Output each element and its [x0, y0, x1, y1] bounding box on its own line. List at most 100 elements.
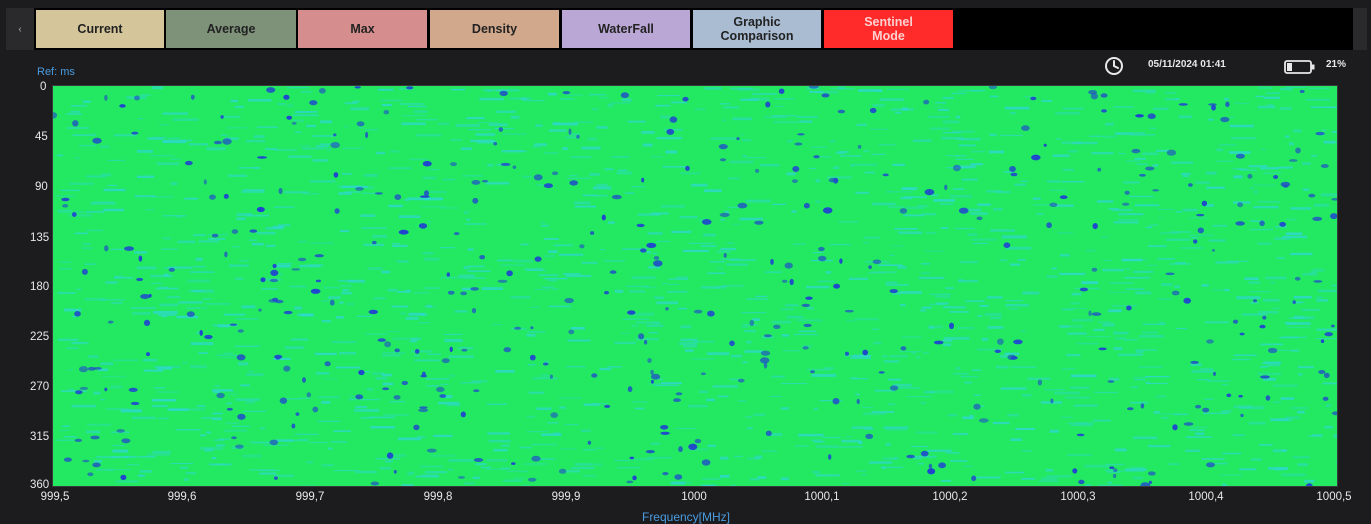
waterfall-texture-streak: [487, 89, 491, 92]
tab-density[interactable]: Density: [430, 10, 559, 48]
waterfall-speckle: [473, 389, 479, 392]
waterfall-texture-streak: [455, 310, 467, 313]
waterfall-texture-streak: [720, 103, 730, 105]
tab-current[interactable]: Current: [36, 10, 164, 48]
waterfall-texture-streak: [830, 244, 851, 245]
waterfall-texture-streak: [879, 144, 896, 146]
waterfall-texture-streak: [1294, 296, 1312, 298]
waterfall-texture-streak: [1109, 208, 1120, 210]
waterfall-texture-streak: [152, 405, 168, 407]
waterfall-texture-streak: [740, 135, 745, 136]
waterfall-texture-streak: [1216, 261, 1239, 263]
waterfall-texture-streak: [954, 373, 969, 375]
waterfall-texture-streak: [629, 290, 645, 292]
waterfall-speckle: [292, 268, 301, 270]
waterfall-texture-streak: [1258, 311, 1278, 313]
waterfall-speckle: [550, 412, 558, 418]
waterfall-speckle: [1098, 348, 1106, 351]
waterfall-texture-streak: [649, 332, 658, 333]
waterfall-texture-streak: [595, 447, 604, 449]
waterfall-texture-streak: [527, 331, 545, 332]
waterfall-speckle: [973, 404, 980, 410]
waterfall-texture-streak: [328, 448, 333, 450]
waterfall-speckle: [427, 449, 437, 453]
waterfall-speckle: [870, 108, 877, 113]
tab-average[interactable]: Average: [166, 10, 296, 48]
waterfall-texture-streak: [322, 464, 334, 466]
waterfall-speckle: [461, 349, 467, 352]
waterfall-speckle: [479, 255, 485, 259]
waterfall-texture-streak: [83, 100, 91, 103]
waterfall-texture-streak: [144, 370, 163, 372]
waterfall-texture-streak: [1293, 130, 1301, 133]
waterfall-texture-streak: [1130, 196, 1154, 197]
waterfall-texture-streak: [287, 87, 309, 88]
waterfall-texture-streak: [581, 430, 591, 432]
waterfall-texture-streak: [1147, 265, 1157, 266]
waterfall-texture-streak: [242, 190, 265, 193]
waterfall-texture-streak: [897, 266, 906, 269]
waterfall-speckle: [1195, 405, 1201, 409]
waterfall-speckle: [559, 469, 566, 474]
chevron-left-icon[interactable]: ‹: [6, 8, 34, 50]
waterfall-texture-streak: [1142, 331, 1158, 333]
waterfall-speckle: [1101, 93, 1108, 97]
waterfall-texture-streak: [1186, 436, 1212, 438]
waterfall-texture-streak: [921, 272, 930, 273]
waterfall-texture-streak: [692, 358, 715, 360]
waterfall-texture-streak: [520, 447, 532, 449]
waterfall-texture-streak: [511, 296, 531, 298]
waterfall-speckle: [883, 174, 889, 177]
waterfall-texture-streak: [1222, 384, 1228, 385]
waterfall-plot[interactable]: [52, 85, 1338, 487]
waterfall-texture-streak: [775, 106, 784, 107]
waterfall-texture-streak: [972, 239, 997, 241]
waterfall-texture-streak: [781, 407, 789, 410]
waterfall-texture-streak: [865, 172, 875, 174]
waterfall-texture-streak: [249, 370, 254, 372]
waterfall-texture-streak: [375, 458, 400, 460]
waterfall-speckle: [604, 291, 609, 294]
waterfall-texture-streak: [827, 176, 852, 178]
waterfall-texture-streak: [752, 318, 760, 321]
waterfall-speckle: [355, 394, 363, 399]
waterfall-speckle: [120, 475, 126, 480]
waterfall-texture-streak: [402, 115, 426, 116]
waterfall-speckle: [270, 440, 279, 446]
waterfall-texture-streak: [471, 380, 488, 382]
waterfall-texture-streak: [1071, 302, 1080, 304]
waterfall-speckle: [493, 142, 497, 145]
waterfall-texture-streak: [868, 272, 886, 273]
waterfall-texture-streak: [701, 286, 726, 289]
waterfall-speckle: [797, 133, 805, 135]
tab-sentinel-mode[interactable]: Sentinel Mode: [824, 10, 953, 48]
waterfall-texture-streak: [1185, 450, 1200, 452]
waterfall-speckle: [309, 100, 317, 105]
waterfall-texture-streak: [108, 185, 117, 186]
waterfall-texture-streak: [562, 147, 568, 150]
waterfall-texture-streak: [464, 277, 486, 279]
waterfall-texture-streak: [851, 164, 877, 166]
waterfall-texture-streak: [656, 301, 678, 304]
waterfall-texture-streak: [214, 440, 224, 441]
tab-graphic-comparison[interactable]: Graphic Comparison: [693, 10, 821, 48]
waterfall-texture-streak: [1206, 172, 1217, 175]
waterfall-speckle: [448, 291, 455, 295]
waterfall-texture-streak: [324, 287, 339, 289]
waterfall-texture-streak: [830, 140, 835, 143]
waterfall-texture-streak: [956, 116, 960, 119]
waterfall-texture-streak: [701, 485, 716, 486]
waterfall-texture-streak: [571, 467, 594, 469]
waterfall-texture-streak: [1249, 165, 1267, 167]
waterfall-texture-streak: [56, 195, 76, 196]
toolbar-scroll-right[interactable]: [1353, 8, 1367, 50]
waterfall-speckle: [662, 472, 668, 475]
waterfall-speckle: [868, 265, 872, 269]
waterfall-texture-streak: [100, 362, 113, 365]
tab-max[interactable]: Max: [298, 10, 427, 48]
waterfall-speckle: [1145, 167, 1154, 171]
waterfall-texture-streak: [1316, 297, 1323, 299]
tab-waterfall[interactable]: WaterFall: [562, 10, 690, 48]
waterfall-texture-streak: [1077, 343, 1099, 345]
waterfall-texture-streak: [969, 415, 973, 418]
